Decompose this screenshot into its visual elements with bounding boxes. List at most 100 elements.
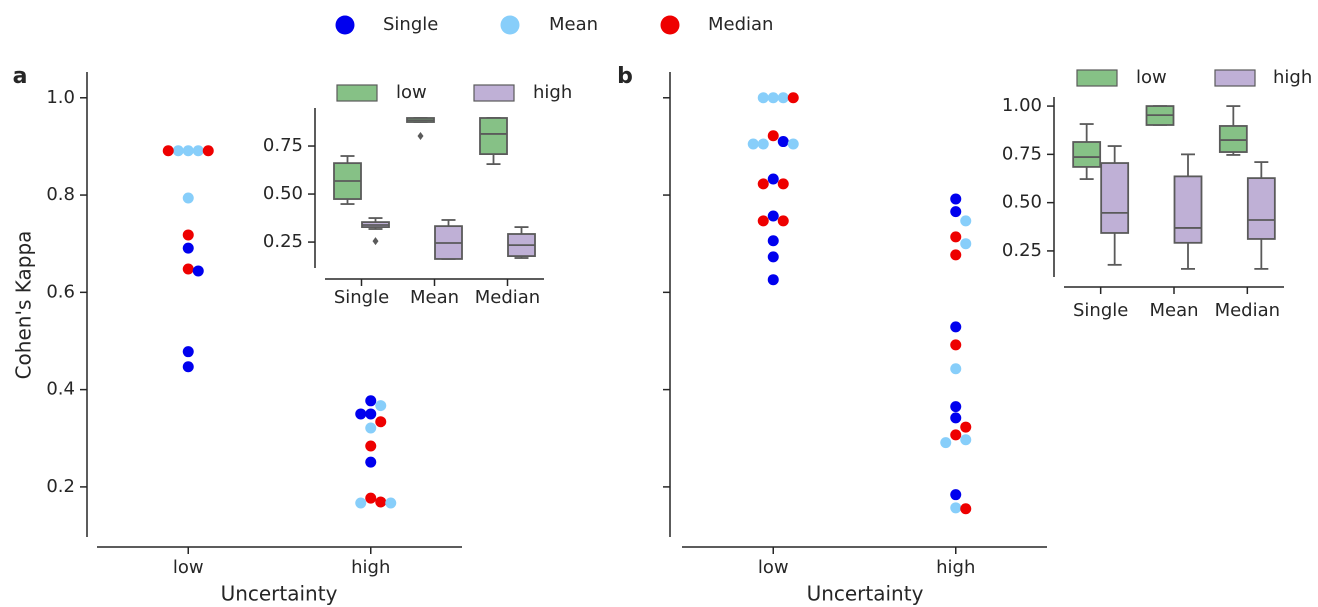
point: [162, 145, 174, 157]
point: [182, 242, 194, 254]
point: [375, 400, 387, 412]
point: [950, 429, 962, 441]
point: [767, 92, 779, 104]
point: [365, 440, 377, 452]
y-tick-label: 0.4: [46, 379, 75, 400]
y-tick-label: 0.2: [46, 476, 75, 497]
point: [172, 145, 184, 157]
point: [940, 437, 952, 449]
y-tick-label: 1.0: [46, 87, 75, 108]
point: [777, 136, 789, 148]
point: [182, 361, 194, 373]
x-tick-label: Median: [475, 287, 540, 308]
point: [777, 92, 789, 104]
point: [950, 502, 962, 514]
point: [767, 210, 779, 222]
legend-label: high: [533, 82, 572, 103]
y-tick-label: 0.25: [1002, 240, 1042, 261]
point: [787, 92, 799, 104]
y-tick-label: 0.25: [263, 231, 303, 252]
y-tick-label: 0.75: [1002, 143, 1042, 164]
point: [767, 251, 779, 263]
point: [757, 178, 769, 190]
point: [777, 215, 789, 227]
point: [385, 497, 397, 509]
point: [192, 145, 204, 157]
y-tick-label: 0.75: [263, 135, 303, 156]
point: [365, 492, 377, 504]
point: [960, 421, 972, 433]
point: [950, 321, 962, 333]
legend-marker: [1076, 69, 1118, 87]
point: [365, 456, 377, 468]
y-tick-label: 0.8: [46, 184, 75, 205]
point: [950, 363, 962, 375]
point: [767, 235, 779, 247]
point: [182, 263, 194, 275]
box: [1218, 125, 1248, 153]
x-tick-label: Single: [1073, 300, 1128, 321]
point: [950, 249, 962, 261]
point: [950, 231, 962, 243]
point: [950, 489, 962, 501]
point: [960, 503, 972, 515]
point: [182, 346, 194, 358]
x-tick-label: low: [173, 557, 204, 578]
y-tick-label: 1.00: [1002, 95, 1042, 116]
y-axis-label: Cohen's Kappa: [12, 231, 36, 380]
x-tick-label: low: [758, 557, 789, 578]
point: [787, 138, 799, 150]
box: [1072, 141, 1102, 168]
point: [355, 497, 367, 509]
legend-label: Mean: [549, 14, 598, 35]
flier: [372, 237, 379, 246]
legend-label: Median: [708, 14, 773, 35]
x-tick-label: Single: [334, 287, 389, 308]
box: [1173, 175, 1203, 244]
point: [365, 408, 377, 420]
point: [355, 408, 367, 420]
box: [1100, 162, 1130, 234]
legend-marker: [500, 15, 520, 35]
point: [757, 215, 769, 227]
legend-marker: [335, 15, 355, 35]
point: [757, 138, 769, 150]
point: [182, 145, 194, 157]
legend-marker: [660, 15, 680, 35]
point: [950, 193, 962, 205]
point: [375, 416, 387, 428]
point: [375, 496, 387, 508]
x-tick-label: Median: [1215, 300, 1280, 321]
point: [182, 192, 194, 204]
legend-label: high: [1273, 67, 1312, 88]
point: [950, 412, 962, 424]
point: [960, 238, 972, 250]
point: [767, 130, 779, 142]
flier: [417, 132, 424, 141]
box: [1246, 177, 1276, 240]
point: [192, 265, 204, 277]
point: [767, 173, 779, 185]
x-axis-label: Uncertainty: [807, 582, 924, 606]
legend-marker: [336, 84, 378, 102]
y-tick-label: 0.50: [1002, 192, 1042, 213]
x-tick-label: high: [936, 557, 975, 578]
point: [767, 274, 779, 286]
x-tick-label: high: [351, 557, 390, 578]
x-tick-label: Mean: [410, 287, 459, 308]
legend-label: low: [1136, 67, 1167, 88]
box: [479, 117, 508, 155]
point: [777, 178, 789, 190]
point: [365, 395, 377, 407]
point: [950, 339, 962, 351]
point: [747, 138, 759, 150]
point: [757, 92, 769, 104]
point: [960, 215, 972, 227]
legend-marker: [473, 84, 515, 102]
panel-label: b: [617, 64, 633, 89]
legend-label: Single: [383, 14, 438, 35]
legend-marker: [1214, 69, 1256, 87]
point: [950, 206, 962, 218]
